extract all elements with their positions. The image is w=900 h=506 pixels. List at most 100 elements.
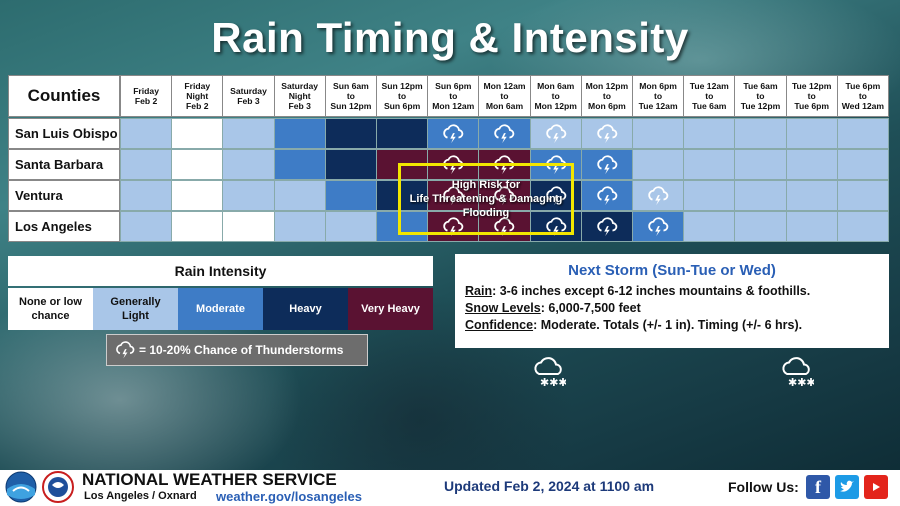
period-header-line: to <box>807 91 816 101</box>
intensity-cell <box>734 118 787 149</box>
intensity-cell <box>120 211 173 242</box>
period-header-line: Sun 12pm <box>381 81 423 91</box>
intensity-cell <box>836 180 889 211</box>
intensity-cell <box>324 211 377 242</box>
rain-amounts: Rain: 3-6 inches except 6-12 inches moun… <box>465 283 879 300</box>
intensity-cell <box>324 180 377 211</box>
intensity-cell <box>580 211 633 242</box>
thunderstorm-legend-text: = 10-20% Chance of Thunderstorms <box>139 343 344 357</box>
legend-level-label: Moderate <box>196 303 245 315</box>
risk-line: High Risk for <box>451 179 521 191</box>
period-header-line: to <box>858 91 867 101</box>
period-header-line: Tue 6am <box>692 101 727 111</box>
intensity-cell <box>580 118 633 149</box>
county-name: Santa Barbara <box>8 149 120 180</box>
period-header: Tue 12pm to Tue 6pm <box>785 75 838 117</box>
intensity-cell <box>478 211 531 242</box>
thunderstorm-icon <box>494 185 515 205</box>
confidence-label: Confidence <box>465 318 534 332</box>
intensity-cell <box>529 118 582 149</box>
period-header: Saturday Night Feb 3 <box>273 75 326 117</box>
legend-level-label: Generally Light <box>110 296 161 322</box>
facebook-icon[interactable]: f <box>806 475 830 499</box>
intensity-cell <box>222 149 275 180</box>
follow-us-label: Follow Us: <box>728 479 799 495</box>
period-header-line: Saturday <box>281 81 319 91</box>
bird-icon <box>840 480 854 492</box>
counties-header: Counties <box>8 75 120 117</box>
period-header-line: to <box>500 91 509 101</box>
thunderstorm-icon <box>443 123 464 143</box>
period-header-line: Mon 6am <box>537 81 575 91</box>
period-header-line: Wed 12am <box>841 101 885 111</box>
intensity-cell <box>273 211 326 242</box>
thunderstorm-icon <box>597 216 618 236</box>
nws-logo[interactable] <box>42 471 74 503</box>
snow-label: Snow Levels <box>465 301 541 315</box>
intensity-cell <box>632 149 685 180</box>
county-name: Ventura <box>8 180 120 211</box>
rain-timing-grid: Counties Friday Feb 2 Friday Night Feb 2 Satu… <box>8 75 889 242</box>
thunderstorm-icon <box>443 216 464 236</box>
intensity-cell <box>171 180 224 211</box>
intensity-cell <box>632 180 685 211</box>
intensity-cell <box>683 118 736 149</box>
period-header-line: Tue 6pm <box>794 101 830 111</box>
period-header-line: Tue 6am <box>743 81 778 91</box>
period-header: Mon 6am to Mon 12pm <box>529 75 582 117</box>
intensity-cell <box>376 118 429 149</box>
noaa-logo[interactable] <box>5 471 37 503</box>
website-link[interactable]: weather.gov/losangeles <box>216 489 362 504</box>
period-header-line: Sun 6pm <box>383 101 421 111</box>
legend-level-label: None or low chance <box>19 296 82 322</box>
play-icon <box>873 483 880 491</box>
thunderstorm-legend: = 10-20% Chance of Thunderstorms <box>106 334 368 366</box>
period-header: Saturday Feb 3 <box>222 75 275 117</box>
thunderstorm-icon <box>597 123 618 143</box>
period-header: Sun 12pm to Sun 6pm <box>376 75 429 117</box>
high-risk-flood-label: High Risk for Life Threatening & Damagin… <box>398 178 574 220</box>
updated-timestamp: Updated Feb 2, 2024 at 1100 am <box>444 478 655 494</box>
period-header-line: to <box>705 91 714 101</box>
snow-icon: ✱✱✱ <box>534 357 566 388</box>
intensity-cell <box>734 149 787 180</box>
period-header-line: Saturday <box>230 86 267 96</box>
risk-line: Flooding <box>462 207 510 219</box>
period-header-line: Sun 6am <box>332 81 369 91</box>
intensity-cell <box>324 149 377 180</box>
period-header: Sun 6pm to Mon 12am <box>427 75 480 117</box>
period-header-line: to <box>602 91 611 101</box>
period-header-line: Tue 12pm <box>740 101 781 111</box>
youtube-icon[interactable] <box>864 475 888 499</box>
thunderstorm-icon <box>116 341 135 359</box>
intensity-cell <box>273 149 326 180</box>
intensity-cell <box>785 211 838 242</box>
period-header-line: Tue 12pm <box>791 81 832 91</box>
snow-levels: Snow Levels: 6,000-7,500 feet <box>465 300 879 317</box>
intensity-cell <box>273 180 326 211</box>
intensity-cell <box>632 211 685 242</box>
intensity-cell <box>683 180 736 211</box>
intensity-cell <box>478 118 531 149</box>
period-header: Mon 12am to Mon 6am <box>478 75 531 117</box>
thunderstorm-icon <box>545 216 566 236</box>
period-header-line: Feb 2 <box>134 96 158 106</box>
thunderstorm-icon <box>597 185 618 205</box>
office-name: Los Angeles / Oxnard <box>84 490 197 502</box>
next-storm-panel: Next Storm (Sun-Tue or Wed) Rain: 3-6 in… <box>455 254 889 348</box>
intensity-cell <box>427 118 480 149</box>
period-header-line: to <box>654 91 663 101</box>
intensity-cell <box>376 211 429 242</box>
period-header: Friday Feb 2 <box>120 75 173 117</box>
intensity-cell <box>836 118 889 149</box>
period-header: Tue 12am to Tue 6am <box>683 75 736 117</box>
storm-title: Next Storm (Sun-Tue or Wed) <box>568 262 776 279</box>
snow-text: : 6,000-7,500 feet <box>540 301 641 315</box>
thunderstorm-icon <box>648 185 669 205</box>
thunderstorm-icon <box>494 216 515 236</box>
period-header-line: to <box>551 91 560 101</box>
thunderstorm-icon <box>545 185 566 205</box>
twitter-icon[interactable] <box>835 475 859 499</box>
intensity-cell <box>171 118 224 149</box>
period-header-line: Feb 2 <box>186 101 209 111</box>
